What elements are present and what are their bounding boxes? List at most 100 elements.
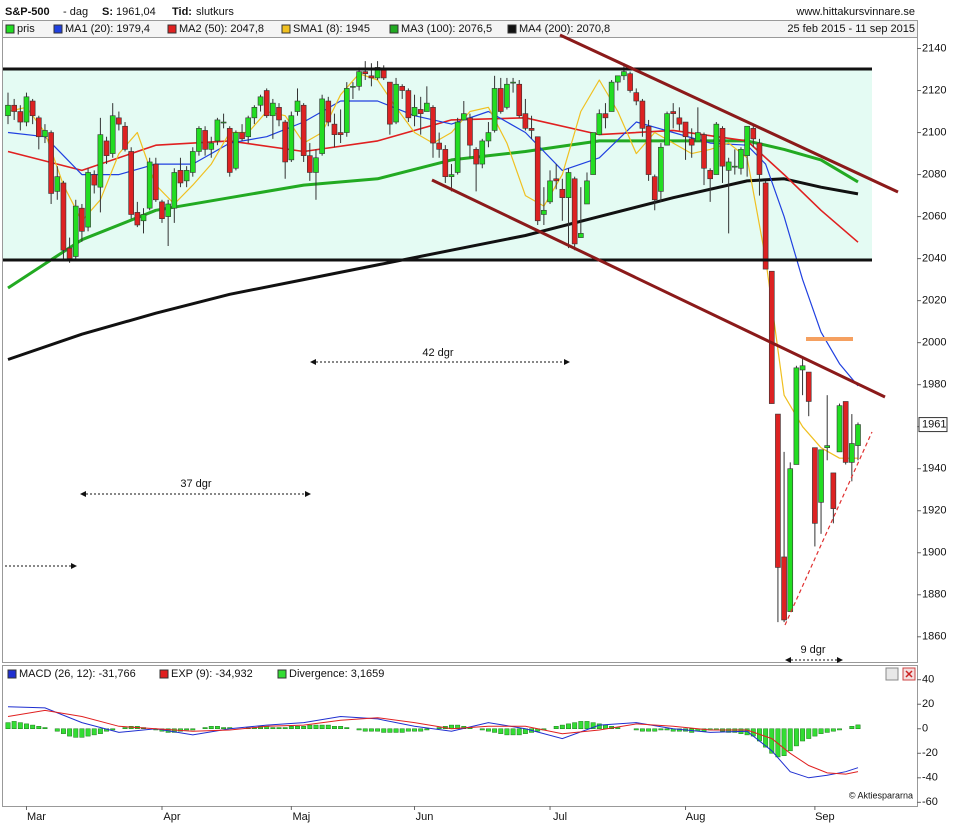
divergence-bar bbox=[362, 728, 368, 732]
candle-body bbox=[368, 75, 375, 79]
divergence-bar bbox=[325, 724, 331, 730]
candle-body bbox=[122, 125, 128, 150]
divergence-bar bbox=[85, 728, 91, 737]
candle-body bbox=[614, 75, 621, 83]
candle-body bbox=[781, 556, 787, 621]
candle-body bbox=[245, 117, 252, 138]
divergence-bar bbox=[344, 727, 350, 730]
x-tick-label: Maj bbox=[292, 811, 310, 823]
divergence-bar bbox=[301, 726, 307, 730]
candle-body bbox=[590, 132, 596, 175]
candle-body bbox=[762, 182, 769, 270]
candle-body bbox=[602, 113, 609, 119]
settings-icon[interactable] bbox=[885, 667, 899, 681]
divergence-bar bbox=[319, 724, 325, 730]
divergence-bar bbox=[368, 728, 374, 732]
candle-body bbox=[534, 136, 541, 222]
divergence-bar bbox=[553, 726, 559, 730]
candle-body bbox=[171, 172, 178, 209]
candle-body bbox=[775, 413, 781, 568]
divergence-bar bbox=[830, 728, 836, 732]
candle-body bbox=[66, 247, 73, 259]
candle-body bbox=[411, 107, 418, 117]
chart-title: S&P-500 bbox=[5, 6, 50, 18]
price-label: 1961 bbox=[922, 418, 946, 430]
candle-body bbox=[356, 71, 362, 87]
x-tick-label: Mar bbox=[27, 811, 46, 823]
candle-body bbox=[276, 107, 282, 121]
candle-body bbox=[467, 117, 473, 146]
divergence-bar bbox=[36, 726, 42, 730]
divergence-bar bbox=[313, 724, 319, 730]
divergence-bar bbox=[214, 726, 220, 730]
candle-body bbox=[442, 149, 449, 177]
divergence-bar bbox=[184, 728, 190, 731]
candle-body bbox=[855, 424, 861, 446]
divergence-bar bbox=[418, 728, 424, 732]
candle-body bbox=[251, 107, 258, 119]
y-tick-label: -60 bbox=[922, 796, 938, 808]
candle-body bbox=[522, 113, 529, 129]
y-tick-label: 2060 bbox=[922, 210, 946, 222]
candle-body bbox=[424, 102, 430, 112]
candle-body bbox=[479, 140, 486, 165]
candle-body bbox=[103, 140, 110, 156]
divergence-bar bbox=[800, 728, 806, 742]
divergence-bar bbox=[479, 728, 485, 731]
candle-body bbox=[584, 180, 590, 205]
support-line bbox=[784, 431, 873, 626]
divergence-bar bbox=[356, 728, 362, 731]
candle-body bbox=[282, 121, 288, 163]
candle-body bbox=[300, 104, 307, 156]
candle-body bbox=[319, 98, 325, 154]
divergence-bar bbox=[282, 727, 288, 730]
divergence-bar bbox=[295, 726, 300, 730]
x-tick-label: Aug bbox=[686, 811, 706, 823]
legend-label: MA2 (50): 2047,8 bbox=[179, 23, 264, 35]
candle-body bbox=[553, 178, 559, 182]
candle-body bbox=[226, 128, 233, 173]
legend-swatch bbox=[507, 24, 517, 34]
y-tick-label: 2020 bbox=[922, 295, 946, 307]
divergence-bar bbox=[504, 728, 510, 736]
divergence-bar bbox=[412, 728, 417, 732]
divergence-bar bbox=[221, 727, 227, 730]
divergence-bar bbox=[338, 726, 344, 730]
candle-body bbox=[695, 132, 701, 142]
candle-body bbox=[805, 371, 812, 402]
y-tick-label: 40 bbox=[922, 674, 934, 686]
candle-body bbox=[35, 117, 42, 138]
candle-body bbox=[263, 90, 270, 117]
divergence-bar bbox=[603, 724, 608, 730]
legend-label: MA1 (20): 1979,4 bbox=[65, 23, 150, 35]
candle-body bbox=[313, 157, 319, 173]
date-range: 25 feb 2015 - 11 sep 2015 bbox=[787, 23, 915, 35]
legend-label: SMA1 (8): 1945 bbox=[293, 23, 370, 35]
y-tick-label: 20 bbox=[922, 698, 934, 710]
candle-body bbox=[682, 121, 689, 138]
legend-swatch bbox=[5, 24, 15, 34]
candle-body bbox=[165, 203, 171, 217]
divergence-bar bbox=[91, 728, 97, 736]
candle-body bbox=[153, 163, 159, 201]
y-tick-label: 1940 bbox=[922, 463, 946, 475]
candle-body bbox=[109, 115, 116, 154]
legend-label: MA3 (100): 2076,5 bbox=[401, 23, 492, 35]
divergence-bar bbox=[276, 727, 282, 730]
divergence-bar bbox=[498, 728, 504, 734]
y-tick-label: 1880 bbox=[922, 589, 946, 601]
divergence-bar bbox=[590, 722, 596, 730]
candle-body bbox=[405, 90, 412, 119]
y-tick-label: 1900 bbox=[922, 547, 946, 559]
candle-body bbox=[836, 405, 843, 453]
candle-body bbox=[842, 401, 849, 463]
time-value: slutkurs bbox=[196, 6, 234, 18]
x-tick-label: Apr bbox=[163, 811, 180, 823]
candle-body bbox=[460, 113, 467, 121]
candle-body bbox=[645, 125, 652, 175]
candle-body bbox=[504, 83, 510, 108]
candle-body bbox=[516, 83, 523, 117]
divergence-bar bbox=[566, 723, 571, 730]
candle-body bbox=[270, 102, 276, 117]
